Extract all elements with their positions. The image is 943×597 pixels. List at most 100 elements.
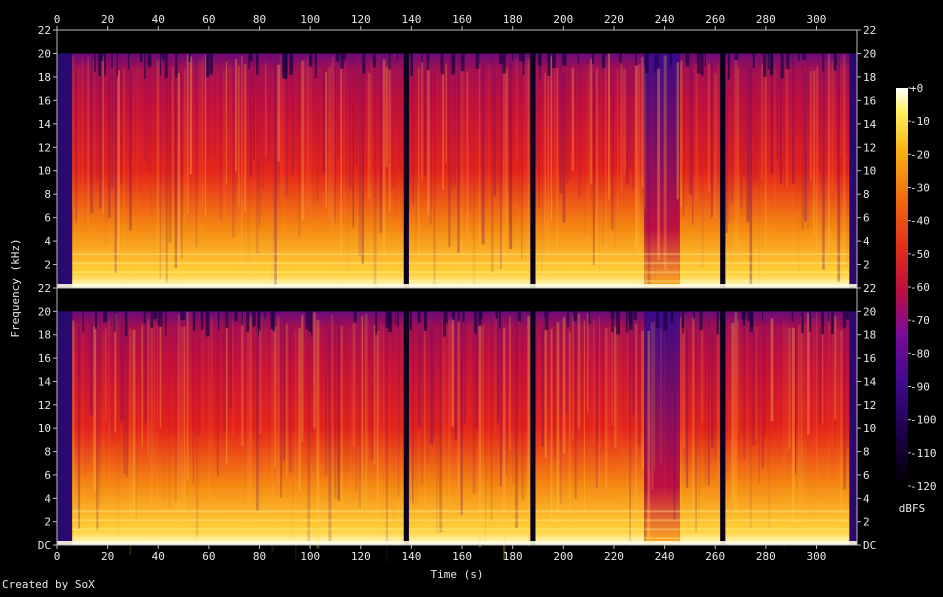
harmonic-band xyxy=(725,510,850,513)
y-tick-label-left: 14 xyxy=(38,118,52,131)
texture-stripe xyxy=(81,330,84,533)
texture-gap xyxy=(94,53,96,73)
texture-gap xyxy=(281,53,284,78)
texture-stripe xyxy=(589,325,592,455)
texture-stripe xyxy=(244,63,247,212)
x-tick-label-top: 140 xyxy=(401,13,421,26)
texture-gap xyxy=(462,311,465,322)
texture-stripe xyxy=(430,62,432,225)
texture-stripe xyxy=(798,73,800,279)
y-tick-label-left: 10 xyxy=(38,165,51,178)
texture-gap xyxy=(336,53,340,62)
texture-gap xyxy=(610,311,615,319)
texture-stripe xyxy=(780,320,783,457)
y-tick-label-left: 2 xyxy=(44,259,51,272)
texture-gap xyxy=(821,311,825,335)
texture-gap xyxy=(498,311,502,329)
texture-stripe xyxy=(475,323,478,429)
harmonic-band xyxy=(644,280,680,283)
texture-gap xyxy=(633,311,638,320)
texture-gap xyxy=(704,53,706,67)
texture-gap xyxy=(588,311,591,324)
colorbar-tick-label: -120 xyxy=(910,480,937,493)
texture-stripe xyxy=(150,312,153,545)
texture-gap xyxy=(417,311,421,324)
texture-gap xyxy=(499,53,503,64)
texture-stripe xyxy=(427,324,430,465)
segment-3 xyxy=(408,311,531,545)
y-tick-label-right: 2 xyxy=(863,259,870,272)
y-tick-label-left: 20 xyxy=(38,305,51,318)
harmonic-band xyxy=(679,528,721,531)
texture-stripe xyxy=(785,59,788,186)
texture-stripe xyxy=(120,59,123,185)
texture-stripe xyxy=(484,327,487,545)
texture-stripe xyxy=(111,315,114,442)
texture-stripe xyxy=(433,318,435,439)
texture-stripe xyxy=(725,73,728,234)
texture-stripe xyxy=(322,330,324,425)
y-tick-label-right: 4 xyxy=(863,492,870,505)
texture-stripe xyxy=(216,329,219,477)
texture-stripe xyxy=(782,56,786,189)
texture-stripe xyxy=(150,65,152,217)
texture-gap xyxy=(147,53,152,67)
texture-stripe xyxy=(457,321,460,492)
texture-stripe xyxy=(177,73,180,284)
harmonic-band xyxy=(644,510,680,513)
texture-stripe xyxy=(78,326,81,529)
texture-stripe xyxy=(117,327,119,536)
texture-gap xyxy=(573,311,577,322)
texture-stripe xyxy=(411,70,415,206)
texture-stripe xyxy=(813,318,816,447)
texture-gap xyxy=(209,53,213,75)
texture-stripe xyxy=(105,328,107,422)
texture-stripe xyxy=(518,321,519,425)
texture-gap xyxy=(252,311,256,327)
texture-stripe xyxy=(761,322,764,469)
texture-stripe xyxy=(463,66,465,286)
texture-gap xyxy=(158,311,163,327)
texture-stripe xyxy=(102,56,104,214)
texture-stripe xyxy=(670,326,672,461)
texture-gap xyxy=(440,53,445,75)
texture-stripe xyxy=(535,314,537,421)
texture-stripe xyxy=(84,72,88,184)
texture-stripe xyxy=(740,312,741,533)
y-tick-label-left: 16 xyxy=(38,352,51,365)
texture-stripe xyxy=(172,321,175,436)
texture-stripe xyxy=(183,69,186,226)
texture-stripe xyxy=(707,320,710,487)
colorbar-tick-label: -80 xyxy=(910,347,930,360)
texture-gap xyxy=(249,53,253,62)
x-axis-label: Time (s) xyxy=(431,568,484,581)
texture-stripe xyxy=(635,65,638,252)
texture-stripe xyxy=(837,55,841,282)
texture-stripe xyxy=(361,315,364,519)
texture-stripe xyxy=(614,68,618,250)
texture-stripe xyxy=(445,63,447,164)
texture-stripe xyxy=(463,322,466,425)
texture-stripe xyxy=(201,57,204,210)
texture-stripe xyxy=(608,328,611,447)
y-tick-label-right: 18 xyxy=(863,329,876,342)
texture-stripe xyxy=(442,55,444,190)
texture-gap xyxy=(780,53,784,79)
texture-stripe xyxy=(686,329,689,488)
texture-stripe xyxy=(635,323,638,512)
harmonic-band xyxy=(535,519,645,522)
texture-gap xyxy=(184,311,186,320)
texture-stripe xyxy=(186,54,189,215)
texture-stripe xyxy=(370,321,374,461)
segment-7 xyxy=(679,311,721,545)
texture-stripe xyxy=(538,72,540,208)
texture-stripe xyxy=(307,312,311,545)
texture-stripe xyxy=(241,55,243,267)
texture-stripe xyxy=(538,316,540,531)
texture-stripe xyxy=(334,66,336,223)
texture-stripe xyxy=(800,315,803,502)
texture-stripe xyxy=(692,72,694,225)
x-tick-label-top: 0 xyxy=(54,13,61,26)
